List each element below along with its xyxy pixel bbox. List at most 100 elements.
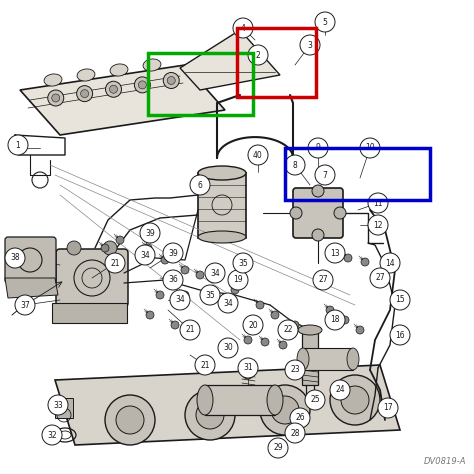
- Circle shape: [105, 253, 125, 273]
- Ellipse shape: [297, 348, 309, 370]
- Circle shape: [167, 76, 175, 84]
- Circle shape: [156, 291, 164, 299]
- Circle shape: [326, 306, 334, 314]
- Ellipse shape: [198, 166, 246, 180]
- Circle shape: [300, 35, 320, 55]
- Ellipse shape: [347, 348, 359, 370]
- Bar: [55, 398, 73, 418]
- Circle shape: [313, 270, 333, 290]
- Circle shape: [109, 85, 118, 93]
- Text: 18: 18: [330, 316, 340, 325]
- Text: 1: 1: [16, 140, 20, 149]
- Circle shape: [138, 81, 146, 89]
- Polygon shape: [20, 65, 225, 135]
- Circle shape: [220, 340, 236, 356]
- Text: 15: 15: [395, 295, 405, 304]
- Circle shape: [103, 241, 117, 255]
- Circle shape: [81, 90, 89, 98]
- Circle shape: [380, 253, 400, 273]
- Circle shape: [233, 18, 253, 38]
- Circle shape: [5, 248, 25, 268]
- Circle shape: [285, 360, 305, 380]
- Circle shape: [233, 253, 253, 273]
- Bar: [205, 385, 275, 415]
- Text: DV0819-A: DV0819-A: [423, 457, 466, 466]
- Text: 17: 17: [383, 403, 393, 412]
- Circle shape: [312, 229, 324, 241]
- Text: 33: 33: [53, 401, 63, 410]
- Circle shape: [344, 254, 352, 262]
- Circle shape: [67, 241, 81, 255]
- Text: 10: 10: [365, 144, 375, 153]
- Circle shape: [181, 291, 189, 299]
- Circle shape: [42, 425, 62, 445]
- Text: 35: 35: [205, 291, 215, 300]
- Circle shape: [116, 406, 144, 434]
- Circle shape: [315, 12, 335, 32]
- Circle shape: [135, 245, 155, 265]
- Circle shape: [285, 423, 305, 443]
- Bar: [302, 330, 318, 385]
- Polygon shape: [55, 365, 400, 445]
- Circle shape: [325, 243, 345, 263]
- Polygon shape: [52, 303, 127, 323]
- Ellipse shape: [197, 385, 213, 415]
- Circle shape: [271, 396, 299, 424]
- Circle shape: [134, 77, 150, 93]
- Circle shape: [271, 311, 279, 319]
- Circle shape: [330, 375, 380, 425]
- Text: 34: 34: [223, 299, 233, 308]
- Circle shape: [368, 193, 388, 213]
- Text: 8: 8: [292, 161, 297, 170]
- Circle shape: [248, 45, 268, 65]
- Circle shape: [171, 321, 179, 329]
- Circle shape: [218, 338, 238, 358]
- Text: 27: 27: [375, 273, 385, 283]
- Text: 9: 9: [316, 144, 320, 153]
- Circle shape: [278, 320, 298, 340]
- Circle shape: [256, 301, 264, 309]
- Text: 39: 39: [145, 228, 155, 237]
- Text: 39: 39: [168, 248, 178, 257]
- Circle shape: [106, 81, 121, 97]
- Text: 29: 29: [273, 444, 283, 453]
- Circle shape: [163, 243, 183, 263]
- Text: 22: 22: [283, 326, 293, 335]
- Circle shape: [238, 358, 258, 378]
- Text: 28: 28: [290, 428, 300, 438]
- Bar: [303, 348, 353, 370]
- Circle shape: [144, 244, 152, 252]
- Text: 35: 35: [238, 258, 248, 267]
- Circle shape: [361, 258, 369, 266]
- Circle shape: [279, 341, 287, 349]
- Circle shape: [268, 438, 288, 458]
- Circle shape: [196, 401, 224, 429]
- Circle shape: [146, 311, 154, 319]
- Text: 12: 12: [373, 220, 383, 229]
- Circle shape: [290, 207, 302, 219]
- Circle shape: [205, 263, 225, 283]
- Circle shape: [360, 138, 380, 158]
- Bar: [237, 28, 316, 97]
- Text: 19: 19: [233, 275, 243, 284]
- Circle shape: [105, 395, 155, 445]
- Circle shape: [48, 90, 64, 106]
- Bar: [285, 148, 430, 200]
- Circle shape: [163, 270, 183, 290]
- Circle shape: [140, 223, 160, 243]
- Text: 11: 11: [373, 199, 383, 208]
- Circle shape: [378, 398, 398, 418]
- Ellipse shape: [298, 325, 322, 335]
- Circle shape: [341, 386, 369, 414]
- Text: 16: 16: [395, 330, 405, 339]
- Circle shape: [185, 390, 235, 440]
- Circle shape: [200, 285, 220, 305]
- Text: 31: 31: [243, 364, 253, 373]
- Text: 40: 40: [253, 151, 263, 159]
- Text: 20: 20: [248, 320, 258, 329]
- Circle shape: [244, 336, 252, 344]
- Circle shape: [8, 135, 28, 155]
- Circle shape: [180, 320, 200, 340]
- Text: 25: 25: [310, 395, 320, 404]
- Circle shape: [163, 73, 179, 89]
